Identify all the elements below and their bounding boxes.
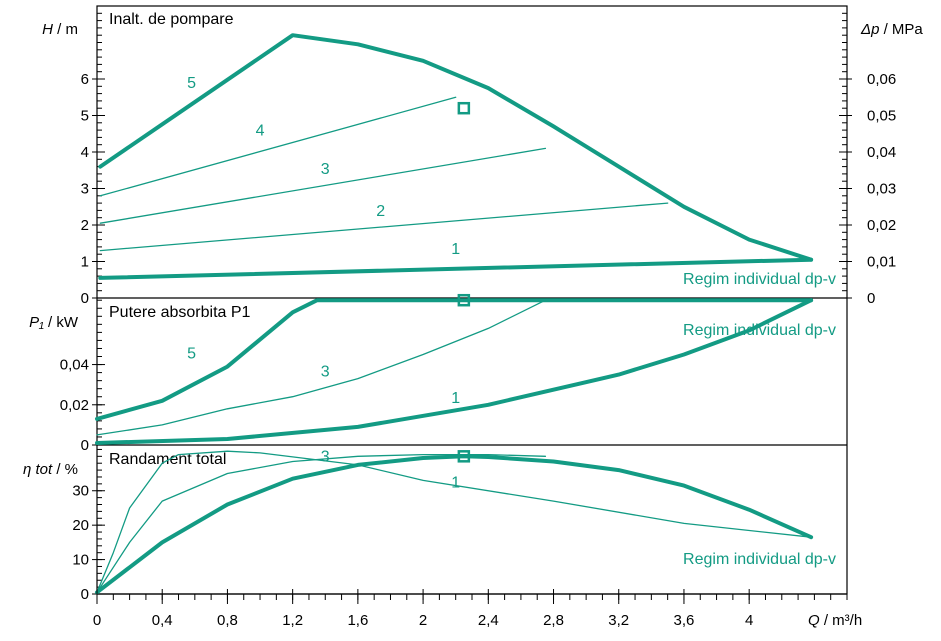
right-axis-label: Δp / MPa <box>860 21 923 38</box>
y-axis-label-power: P₁ / kW <box>29 314 79 331</box>
panel-power: 0 0,02 0,04 Putere absorbita P1 5 3 1 Regim ind… <box>60 293 847 454</box>
x-tick-label: 1,6 <box>347 612 368 629</box>
y-axis-label-efficiency-symbol: η tot <box>23 461 53 478</box>
right-axis-label-unit: / MPa <box>879 21 923 38</box>
series-line-3 <box>96 453 547 593</box>
series-label-1: 1 <box>451 241 460 258</box>
right-tick-label: 0,02 <box>867 217 896 234</box>
y-tick-label: 3 <box>81 181 89 198</box>
right-tick-label: 0,01 <box>867 254 896 271</box>
series-line-4 <box>99 96 457 197</box>
y-axis-label-head: H / m <box>42 21 78 38</box>
panel-title-power: Putere absorbita P1 <box>109 304 251 321</box>
x-tick-label: 2,4 <box>478 612 499 629</box>
x-axis-label-unit: / m³/h <box>820 612 863 629</box>
y-tick-label: 6 <box>81 71 89 88</box>
series-line-1 <box>95 298 814 445</box>
series-label-3: 3 <box>321 364 330 381</box>
x-axis-label-symbol: Q <box>808 612 820 629</box>
panel-title-efficiency: Randament total <box>109 451 226 468</box>
series-label-1: 1 <box>451 390 460 407</box>
series-label-4: 4 <box>256 123 265 140</box>
y-tick-label: 20 <box>72 517 89 534</box>
y-axis-label-efficiency-unit: / % <box>52 461 78 478</box>
y-axis-label-head-unit: / m <box>53 21 78 38</box>
series-line-5 <box>95 454 814 595</box>
y-tick-label: 10 <box>72 552 89 569</box>
series-line-1 <box>96 450 812 593</box>
x-tick-label: 0 <box>93 612 101 629</box>
series-label-1: 1 <box>451 474 460 491</box>
operating-point-marker <box>457 293 471 307</box>
y-axis-label-efficiency: η tot / % <box>23 461 78 478</box>
series-line-1 <box>98 257 814 280</box>
right-tick-label: 0 <box>867 290 875 307</box>
x-tick-label: 3,2 <box>608 612 629 629</box>
series-label-3: 3 <box>321 448 330 465</box>
series-line-3 <box>96 299 547 436</box>
right-tick-label: 0,03 <box>867 181 896 198</box>
right-axis-label-symbol: Δp <box>860 21 879 38</box>
x-tick-label: 4 <box>745 612 753 629</box>
x-axis: 0 0,4 0,8 1,2 1,6 2 2,4 2,8 3,2 3,6 4 <box>93 589 848 629</box>
series-label-5: 5 <box>187 346 196 363</box>
series-line-5 <box>95 298 814 421</box>
x-axis-label: Q / m³/h <box>808 612 862 629</box>
x-tick-label: 0,4 <box>152 612 173 629</box>
y-tick-label: 0 <box>81 290 89 307</box>
operating-point-marker <box>457 101 471 115</box>
x-tick-label: 2,8 <box>543 612 564 629</box>
series-line-3 <box>99 147 547 224</box>
panel-title-head: Inalt. de pompare <box>109 11 234 28</box>
y-tick-label: 1 <box>81 254 89 271</box>
panel-head: 0 1 2 3 4 5 6 Inalt. de pompare 0 0,01 0,02 0,03 0,0… <box>81 11 897 307</box>
x-tick-label: 0,8 <box>217 612 238 629</box>
y-axis-label-power-unit: / kW <box>44 314 79 331</box>
series-label-3: 3 <box>321 161 330 178</box>
y-tick-label: 2 <box>81 217 89 234</box>
right-tick-label: 0,06 <box>867 71 896 88</box>
y-axis-label-head-symbol: H <box>42 21 53 38</box>
y-tick-label: 0,04 <box>60 357 89 374</box>
series-line-2 <box>99 202 669 252</box>
right-tick-label: 0,05 <box>867 108 896 125</box>
series-label-5: 5 <box>187 75 196 92</box>
operating-point-marker <box>457 450 471 463</box>
y-tick-label: 0 <box>81 437 89 454</box>
series-label-2: 2 <box>376 203 385 220</box>
y-tick-label: 4 <box>81 144 89 161</box>
panel-efficiency: 0 10 20 30 Randament total 3 1 Regim individual… <box>72 448 847 603</box>
right-tick-label: 0,04 <box>867 144 896 161</box>
y-tick-label: 5 <box>81 108 89 125</box>
series-line-5 <box>98 33 814 262</box>
regime-note-head: Regim individual dp-v <box>683 271 836 288</box>
y-tick-label: 0 <box>81 586 89 603</box>
x-tick-label: 2 <box>419 612 427 629</box>
x-tick-label: 1,2 <box>282 612 303 629</box>
regime-note-efficiency: Regim individual dp-v <box>683 551 836 568</box>
y-axis-label-power-symbol: P₁ <box>29 314 44 331</box>
y-tick-label: 0,02 <box>60 397 89 414</box>
y-tick-label: 30 <box>72 483 89 500</box>
x-tick-label: 3,6 <box>674 612 695 629</box>
regime-note-power: Regim individual dp-v <box>683 322 836 339</box>
